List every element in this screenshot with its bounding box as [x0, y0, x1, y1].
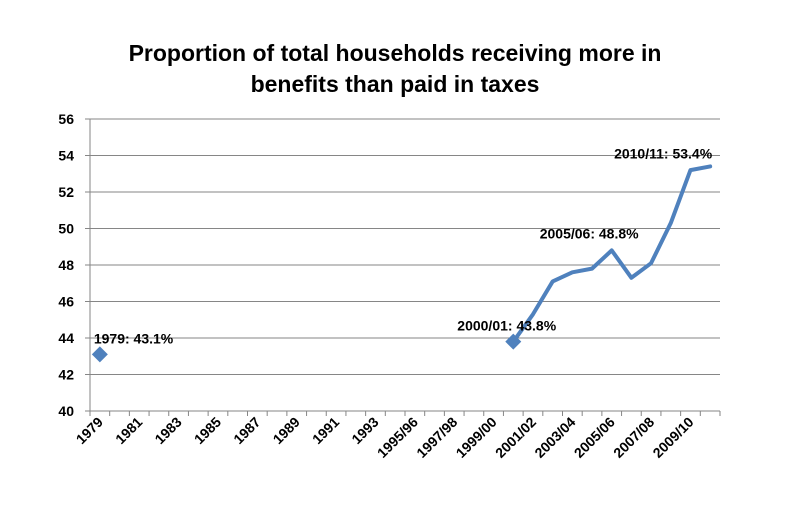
x-tick-label: 2003/04: [531, 414, 578, 461]
y-tick-label: 42: [58, 367, 74, 383]
x-tick-label: 1987: [230, 414, 263, 447]
chart-title-line-2: benefits than paid in taxes: [250, 71, 540, 97]
y-tick-label: 56: [58, 111, 74, 127]
x-tick-label: 1989: [269, 414, 302, 447]
chart-title: Proportion of total households receiving…: [95, 38, 695, 100]
series-line: [511, 164, 713, 344]
data-point-marker: [91, 346, 108, 363]
data-label: 1979: 43.1%: [94, 330, 174, 346]
x-tick-label: 2001/02: [492, 414, 539, 461]
y-tick-label: 50: [58, 221, 74, 237]
x-tick-label: 1983: [151, 414, 184, 447]
x-tick-label: 2007/08: [610, 414, 657, 461]
y-tick-label: 48: [58, 257, 74, 273]
x-tick-label: 2009/10: [649, 414, 696, 461]
x-tick-label: 1999/00: [453, 414, 500, 461]
x-tick-label: 1993: [348, 414, 381, 447]
chart-title-line-1: Proportion of total households receiving…: [128, 40, 662, 66]
y-tick-label: 40: [58, 403, 74, 419]
data-label: 2000/01: 43.8%: [457, 318, 556, 334]
x-tick-label: 1991: [309, 414, 342, 447]
x-tick-label: 1979: [73, 414, 106, 447]
data-point-marker: [505, 333, 522, 350]
x-tick-label: 1995/96: [374, 414, 421, 461]
data-label: 2005/06: 48.8%: [540, 225, 639, 241]
y-tick-label: 54: [58, 148, 74, 164]
y-tick-label: 46: [58, 294, 74, 310]
x-tick-label: 1985: [191, 414, 224, 447]
y-tick-label: 44: [58, 330, 74, 346]
y-tick-label: 52: [58, 184, 74, 200]
x-tick-label: 1997/98: [413, 414, 460, 461]
x-tick-label: 2005/06: [571, 414, 618, 461]
x-tick-label: 1981: [112, 414, 145, 447]
data-label: 2010/11: 53.4%: [614, 145, 713, 161]
